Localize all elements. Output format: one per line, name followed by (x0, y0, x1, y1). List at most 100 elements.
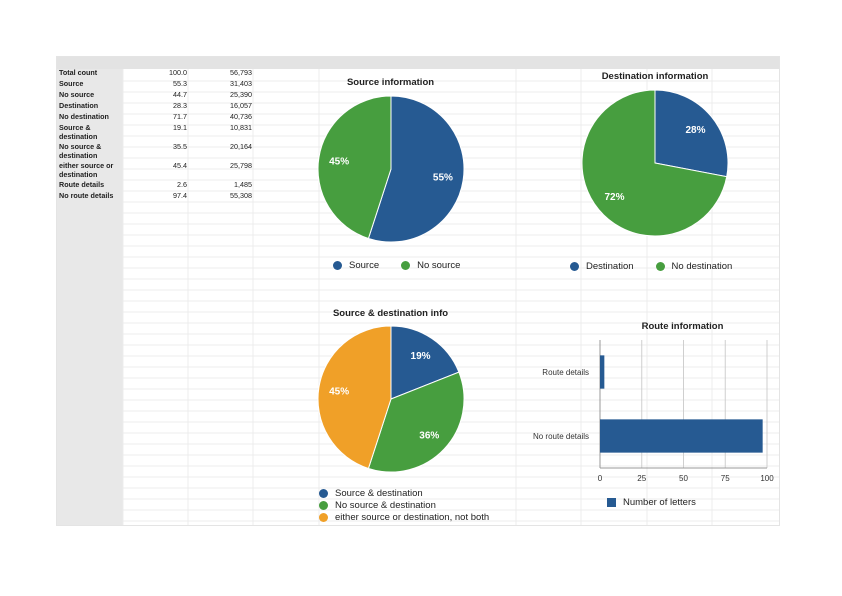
pie-slice-label: 28% (685, 125, 705, 136)
row-count: 20,164 (230, 142, 252, 151)
x-tick-label: 50 (679, 474, 688, 483)
source-pie-chart: 55% 45% (317, 95, 465, 243)
row-label: either source or destination (59, 161, 114, 179)
legend-item-number-of-letters: Number of letters (607, 497, 696, 508)
legend-label: Source & destination (335, 487, 423, 499)
table-row: No source & destination 35.5 20,164 (58, 142, 253, 162)
legend-item-source-destination: Source & destination (319, 487, 489, 499)
row-label: No route details (59, 191, 114, 200)
row-label: No source & destination (59, 142, 102, 160)
row-percent: 100.0 (169, 68, 187, 77)
legend-swatch (333, 261, 342, 270)
legend-item-destination: Destination (570, 261, 634, 272)
row-count: 25,798 (230, 161, 252, 170)
row-label: Route details (59, 180, 105, 189)
source-legend: Source No source (333, 260, 482, 273)
route-legend: Number of letters (607, 497, 718, 510)
row-count: 56,793 (230, 68, 252, 77)
table-row: Total count 100.0 56,793 (58, 68, 253, 80)
table-row: No destination 71.7 40,736 (58, 112, 253, 124)
x-tick-label: 25 (637, 474, 646, 483)
srcdest-pie-chart: 19% 36% 45% (317, 325, 465, 473)
legend-swatch (319, 488, 328, 498)
table-row: No route details 97.4 55,308 (58, 191, 253, 203)
bar (600, 355, 605, 389)
pie-slice (317, 95, 392, 240)
legend-swatch (319, 500, 328, 510)
row-percent: 19.1 (173, 123, 187, 132)
pie-slice-label: 45% (329, 156, 349, 167)
legend-swatch (319, 512, 328, 522)
row-percent: 45.4 (173, 161, 187, 170)
pie-slice-label: 45% (329, 386, 349, 397)
legend-label: No destination (671, 261, 733, 272)
source-chart-title: Source information (346, 77, 435, 88)
srcdest-legend: Source & destination No source & destina… (319, 487, 489, 523)
pie-slice (367, 95, 465, 243)
row-label: Source (59, 79, 84, 88)
legend-label: Destination (586, 261, 634, 272)
row-percent: 97.4 (173, 191, 187, 200)
sheet-label-column (57, 69, 123, 525)
legend-swatch (401, 261, 411, 270)
row-percent: 55.3 (173, 79, 187, 88)
row-count: 40,736 (230, 112, 252, 121)
sheet-header-band (57, 57, 779, 69)
legend-item-source: Source (333, 260, 379, 271)
pie-slice (581, 89, 728, 237)
row-label: Destination (59, 101, 99, 110)
row-percent: 35.5 (173, 142, 187, 151)
legend-item-no-source: No source (401, 260, 460, 271)
row-percent: 44.7 (173, 90, 187, 99)
legend-label: either source or destination, not both (335, 511, 490, 523)
x-tick-label: 75 (721, 474, 730, 483)
legend-label: No source (417, 260, 461, 271)
pie-slice-label: 55% (433, 173, 453, 184)
route-chart-title: Route information (641, 321, 724, 332)
y-category-label: No route details (533, 432, 589, 441)
pie-slice-label: 36% (419, 430, 439, 441)
bar (600, 419, 763, 453)
legend-swatch (570, 262, 579, 271)
row-count: 31,403 (230, 79, 252, 88)
row-label: Source & destination (59, 123, 98, 141)
legend-item-no-source-destination: No source & destination (319, 499, 489, 511)
x-tick-label: 0 (598, 474, 603, 483)
legend-item-either: either source or destination, not both (319, 511, 489, 523)
x-tick-label: 100 (760, 474, 774, 483)
route-bar-chart: 0 25 50 75 100 Route details No route details (533, 340, 774, 483)
legend-swatch (655, 262, 665, 271)
row-label: No source (59, 90, 95, 99)
pie-slice (390, 325, 460, 400)
legend-label: No source & destination (335, 499, 436, 511)
table-row: Source & destination 19.1 10,831 (58, 123, 253, 143)
row-percent: 71.7 (173, 112, 187, 121)
table-row: either source or destination 45.4 25,798 (58, 161, 253, 181)
y-category-label: Route details (542, 368, 589, 377)
legend-label: Source (349, 260, 380, 271)
row-count: 1,485 (234, 180, 252, 189)
pie-slice-label: 72% (604, 192, 624, 203)
row-percent: 2.6 (177, 180, 187, 189)
pie-slice (317, 325, 392, 470)
destination-pie-chart: 28% 72% (581, 89, 729, 237)
srcdest-chart-title: Source & destination info (332, 308, 449, 319)
row-count: 25,390 (230, 90, 252, 99)
destination-legend: Destination No destination (570, 261, 754, 274)
table-row: Source 55.3 31,403 (58, 79, 253, 91)
legend-label: Number of letters (623, 497, 696, 508)
row-label: No destination (59, 112, 109, 121)
pie-slice (654, 89, 729, 178)
row-count: 55,308 (230, 191, 252, 200)
legend-swatch (607, 498, 616, 507)
table-row: No source 44.7 25,390 (58, 90, 253, 102)
table-row: Route details 2.6 1,485 (58, 180, 253, 192)
table-row: Destination 28.3 16,057 (58, 101, 253, 113)
destination-chart-title: Destination information (601, 71, 709, 82)
row-count: 16,057 (230, 101, 252, 110)
row-label: Total count (59, 68, 98, 77)
pie-slice-label: 19% (411, 351, 431, 362)
row-count: 10,831 (230, 123, 252, 132)
pie-slice (367, 371, 465, 473)
row-percent: 28.3 (173, 101, 187, 110)
